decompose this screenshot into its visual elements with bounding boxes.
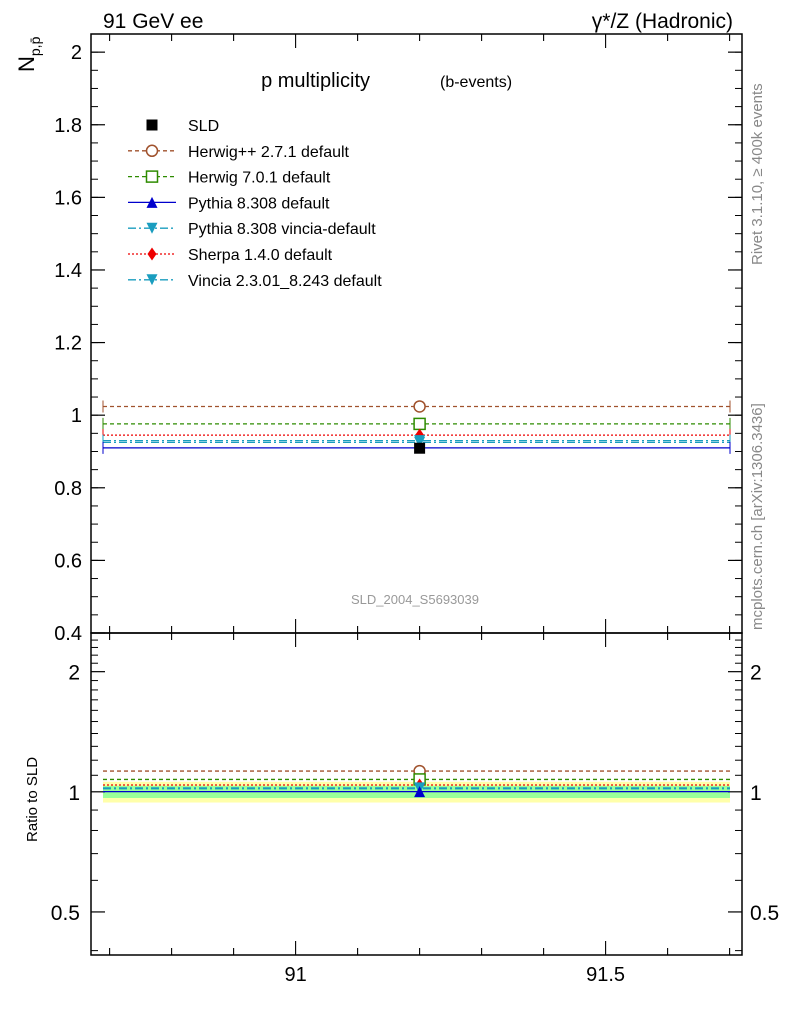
y-tick-label: 1.8 [54, 115, 82, 137]
legend: SLD Herwig++ 2.7.1 default Herwig 7.0.1 de… [128, 118, 382, 290]
ratio-tick-label-right: 0.5 [750, 902, 779, 925]
main-panel: 0.4 0.6 0.8 1 1.2 1.4 1.6 1.8 2 p multiplicity (… [54, 33, 743, 645]
main-x-ticks [109, 34, 731, 633]
ratio-ylabel: Ratio to SLD [24, 757, 41, 842]
legend-item: Herwig 7.0.1 default [128, 170, 331, 187]
y-tick-label: 0.4 [54, 623, 82, 645]
legend-marker [145, 170, 159, 183]
y-tick-label: 1 [71, 405, 82, 427]
legend-item: Sherpa 1.4.0 default [128, 247, 333, 264]
ratio-marker [414, 786, 426, 798]
main-series-group [102, 400, 731, 454]
y-tick-label: 2 [71, 42, 82, 64]
legend-label: Vincia 2.3.01_8.243 default [188, 273, 382, 290]
legend-item: SLD [146, 118, 219, 135]
legend-marker [146, 119, 158, 131]
ratio-x-ticks: 91 91.5 [109, 633, 731, 986]
ratio-tick-label: 2 [68, 662, 80, 685]
legend-label: Sherpa 1.4.0 default [188, 247, 333, 264]
legend-marker [145, 144, 159, 158]
legend-marker [147, 247, 157, 261]
ratio-tick-label-right: 1 [750, 782, 762, 805]
legend-item: Pythia 8.308 vincia-default [128, 221, 376, 238]
series-marker [413, 417, 426, 431]
ratio-tick-label: 0.5 [51, 902, 80, 925]
legend-item: Vincia 2.3.01_8.243 default [128, 273, 382, 290]
legend-marker [146, 274, 158, 286]
legend-label: Herwig 7.0.1 default [188, 170, 331, 187]
energy-label: 91 GeV ee [103, 10, 203, 33]
mcplots-label: mcplots.cern.ch [arXiv:1306.3436] [749, 403, 766, 630]
x-tick-label: 91.5 [586, 964, 625, 986]
chart-title: p multiplicity [261, 70, 370, 92]
legend-label: Pythia 8.308 vincia-default [188, 221, 376, 238]
legend-item: Herwig++ 2.7.1 default [128, 144, 350, 161]
process-label: γ*/Z (Hadronic) [592, 10, 733, 33]
x-tick-label: 91 [284, 964, 306, 986]
y-tick-label: 1.2 [54, 333, 82, 355]
y-tick-label: 1.4 [54, 260, 82, 282]
legend-marker [146, 196, 158, 208]
main-y-ticks: 0.4 0.6 0.8 1 1.2 1.4 1.6 1.8 2 [54, 42, 742, 645]
analysis-label: SLD_2004_S5693039 [351, 592, 479, 607]
legend-label: SLD [188, 118, 219, 135]
y-tick-label: 0.6 [54, 550, 82, 572]
main-ylabel-text: Np,p̄ [14, 36, 43, 72]
series-marker [413, 400, 426, 413]
legend-label: Pythia 8.308 default [188, 195, 330, 212]
chart-subtitle: (b-events) [440, 74, 512, 91]
legend-marker [146, 222, 158, 234]
main-plot-area [91, 34, 742, 633]
ylabel-base: N [14, 56, 39, 72]
ratio-series-group [103, 764, 730, 798]
ylabel-subscript: p,p̄ [27, 36, 43, 56]
ratio-tick-label: 1 [68, 782, 80, 805]
y-tick-label: 1.6 [54, 187, 82, 209]
ratio-y-ticks: 0.5 0.5 1 1 2 2 [51, 632, 779, 952]
main-y-axis-label: Np,p̄ [14, 36, 43, 72]
ratio-panel: 0.5 0.5 1 1 2 2 91 91.5 Ratio to SLD [24, 632, 779, 986]
y-tick-label: 0.8 [54, 478, 82, 500]
legend-label: Herwig++ 2.7.1 default [188, 144, 350, 161]
series-marker [414, 442, 426, 454]
ratio-frame [90, 632, 743, 956]
ratio-tick-label-right: 2 [750, 662, 762, 685]
legend-item: Pythia 8.308 default [128, 195, 330, 212]
rivet-label: Rivet 3.1.10, ≥ 400k events [749, 83, 766, 265]
